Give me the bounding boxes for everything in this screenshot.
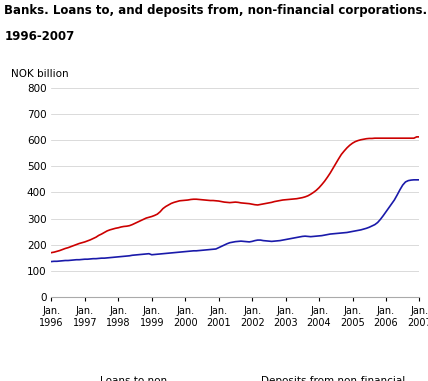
Deposits from non-financial
corporations — [303, 234, 308, 239]
Loans to non-
financial corporations — [395, 136, 400, 141]
Deposits from non-financial
corporations — [417, 178, 422, 182]
Text: Banks. Loans to, and deposits from, non-financial corporations.: Banks. Loans to, and deposits from, non-… — [4, 4, 428, 17]
Loans to non-
financial corporations — [403, 136, 408, 141]
Loans to non-
financial corporations — [280, 198, 285, 202]
Deposits from non-financial
corporations — [403, 179, 408, 184]
Deposits from non-financial
corporations — [395, 193, 400, 197]
Line: Deposits from non-financial
corporations: Deposits from non-financial corporations — [51, 180, 419, 261]
Deposits from non-financial
corporations — [280, 238, 285, 242]
Loans to non-
financial corporations — [291, 197, 297, 201]
Deposits from non-financial
corporations — [291, 236, 297, 240]
Loans to non-
financial corporations — [74, 242, 79, 247]
Line: Loans to non-
financial corporations: Loans to non- financial corporations — [51, 137, 419, 253]
Deposits from non-financial
corporations — [74, 258, 79, 262]
Deposits from non-financial
corporations — [49, 259, 54, 264]
Loans to non-
financial corporations — [49, 250, 54, 255]
Text: 1996-2007: 1996-2007 — [4, 30, 74, 43]
Text: NOK billion: NOK billion — [11, 69, 68, 79]
Deposits from non-financial
corporations — [411, 178, 416, 182]
Loans to non-
financial corporations — [303, 195, 308, 199]
Legend: Loans to non-
financial corporations, Deposits from non-financial
corporations: Loans to non- financial corporations, De… — [66, 376, 405, 381]
Loans to non-
financial corporations — [417, 134, 422, 139]
Loans to non-
financial corporations — [414, 134, 419, 139]
